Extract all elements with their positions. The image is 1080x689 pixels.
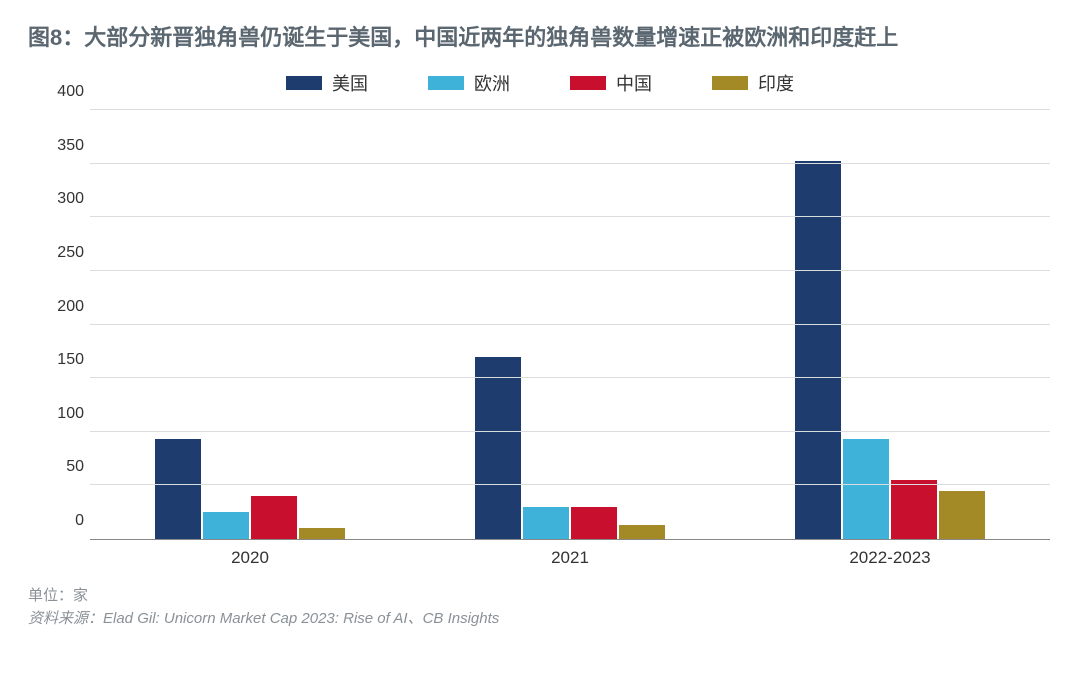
plot-area: 050100150200250300350400 [90,110,1050,540]
legend-swatch [286,76,322,90]
legend-label: 美国 [332,70,368,96]
y-tick-label: 50 [40,458,84,476]
gridline [90,163,1050,164]
bar [619,525,665,539]
gridline [90,431,1050,432]
bar [155,439,201,539]
legend-label: 印度 [758,70,794,96]
legend: 美国 欧洲 中国 印度 [20,70,1060,96]
legend-item: 印度 [712,70,794,96]
y-tick-label: 0 [40,512,84,530]
bar [795,161,841,539]
legend-item: 中国 [570,70,652,96]
legend-swatch [570,76,606,90]
gridline [90,324,1050,325]
bar [251,496,297,539]
bar [523,507,569,539]
y-tick-label: 150 [40,351,84,369]
chart-footer: 单位：家 资料来源：Elad Gil: Unicorn Market Cap 2… [20,584,1060,631]
bar [475,357,521,539]
unit-label: 单位：家 [28,584,1060,607]
gridline [90,216,1050,217]
gridline [90,484,1050,485]
y-tick-label: 250 [40,244,84,262]
source-label: 资料来源：Elad Gil: Unicorn Market Cap 2023: … [28,607,1060,630]
bar [939,491,985,539]
legend-label: 欧洲 [474,70,510,96]
y-tick-label: 200 [40,298,84,316]
x-axis-labels: 202020212022‑2023 [90,542,1050,570]
x-tick-label: 2021 [410,542,730,570]
bar-group [410,110,730,539]
y-tick-label: 350 [40,137,84,155]
gridline [90,270,1050,271]
legend-swatch [712,76,748,90]
legend-item: 欧洲 [428,70,510,96]
legend-swatch [428,76,464,90]
chart-title: 图8：大部分新晋独角兽仍诞生于美国，中国近两年的独角兽数量增速正被欧洲和印度赶上 [20,20,1060,52]
gridline [90,377,1050,378]
bar [203,512,249,539]
x-tick-label: 2022‑2023 [730,542,1050,570]
bar [843,439,889,539]
legend-item: 美国 [286,70,368,96]
chart-area: 050100150200250300350400 202020212022‑20… [20,110,1060,570]
gridline [90,109,1050,110]
legend-label: 中国 [616,70,652,96]
y-tick-label: 300 [40,190,84,208]
bar [571,507,617,539]
bar-group [730,110,1050,539]
bar [299,528,345,539]
x-tick-label: 2020 [90,542,410,570]
y-tick-label: 400 [40,83,84,101]
bar [891,480,937,539]
bars-layer [90,110,1050,539]
y-tick-label: 100 [40,405,84,423]
bar-group [90,110,410,539]
